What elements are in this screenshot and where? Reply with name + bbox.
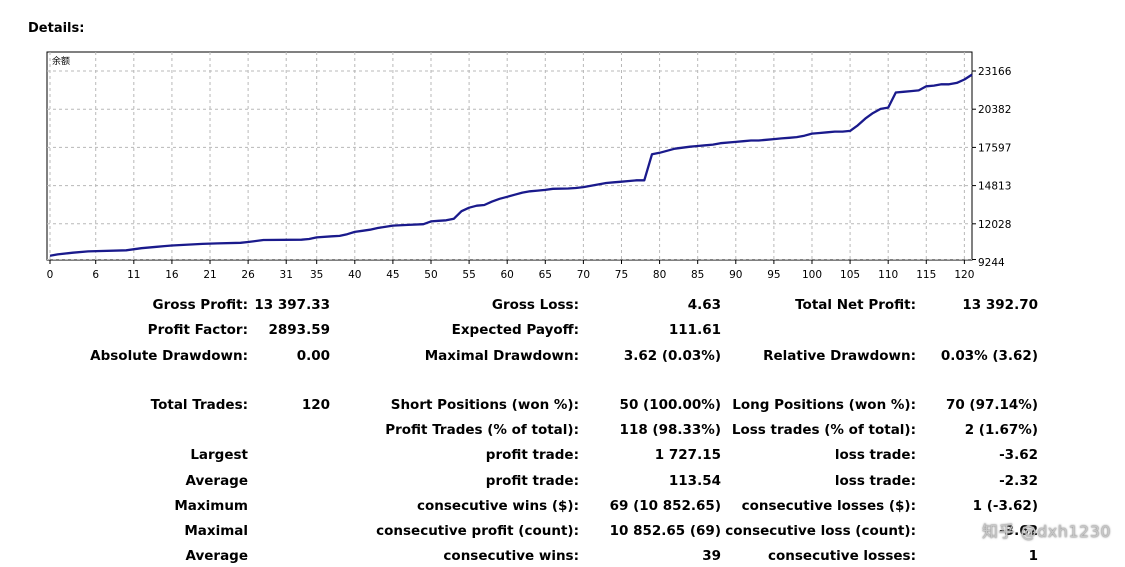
largest-label: Largest: [190, 447, 248, 463]
y-tick-label: 9244: [978, 257, 1005, 269]
x-tick-label: 85: [691, 269, 704, 281]
maximal-drawdown-label: Maximal Drawdown:: [424, 348, 579, 364]
max-consecutive-wins-value: 69 (10 852.65): [609, 498, 721, 514]
relative-drawdown-label: Relative Drawdown:: [763, 348, 916, 364]
average-loss-label: loss trade:: [834, 473, 916, 489]
gross-loss-value: 4.63: [687, 297, 721, 313]
largest-loss-label: loss trade:: [834, 447, 916, 463]
x-tick-label: 95: [767, 269, 780, 281]
y-tick-label: 14813: [978, 181, 1011, 193]
avg-consecutive-wins-label: consecutive wins:: [443, 548, 579, 564]
avg-consecutive-wins-value: 39: [702, 548, 721, 564]
x-tick-label: 60: [501, 269, 514, 281]
maximal-drawdown-value: 3.62 (0.03%): [623, 348, 721, 364]
x-axis-labels: 0 6 11 16 21 26 31 35 40 45 50 55 60 65 70 75 80 85 90 95 10…: [47, 269, 975, 281]
x-tick-label: 90: [729, 269, 742, 281]
max-consecutive-losses-label: consecutive losses ($):: [741, 498, 916, 514]
total-trades-value: 120: [301, 397, 330, 413]
expected-payoff-label: Expected Payoff:: [451, 322, 579, 338]
expected-payoff-value: 111.61: [668, 322, 721, 338]
x-tick-label: 21: [203, 269, 216, 281]
x-tick-label: 0: [47, 269, 54, 281]
series-name-label: 余额: [52, 55, 70, 67]
average-loss-value: -2.32: [999, 473, 1038, 489]
balance-series-line: [49, 73, 973, 257]
maximal-consecutive-profit-label: consecutive profit (count):: [376, 523, 579, 539]
x-tick-label: 45: [386, 269, 399, 281]
total-trades-label: Total Trades:: [150, 397, 248, 413]
average-consecutive-label: Average: [185, 548, 248, 564]
average-profit-value: 113.54: [668, 473, 721, 489]
profit-factor-label: Profit Factor:: [147, 322, 248, 338]
chart-grid: [47, 52, 972, 260]
x-tick-label: 55: [462, 269, 475, 281]
chart-ticks: [49, 70, 976, 264]
x-tick-label: 65: [539, 269, 552, 281]
maximal-consecutive-profit-value: 10 852.65 (69): [609, 523, 721, 539]
profit-factor-value: 2893.59: [268, 322, 331, 338]
gross-profit-value: 13 397.33: [254, 297, 330, 313]
profit-trades-label: Profit Trades (% of total):: [385, 422, 579, 438]
x-tick-label: 100: [802, 269, 822, 281]
average-profit-label: profit trade:: [485, 473, 579, 489]
x-tick-label: 35: [310, 269, 323, 281]
balance-chart: 0 6 11 16 21 26 31 35 40 45 50 55 60 65 70 75 80 85 90 95 10…: [46, 51, 1012, 281]
x-tick-label: 105: [840, 269, 860, 281]
x-tick-label: 40: [348, 269, 361, 281]
maximum-label: Maximum: [174, 498, 248, 514]
max-consecutive-wins-label: consecutive wins ($):: [416, 498, 579, 514]
details-heading: Details:: [28, 21, 85, 36]
largest-profit-label: profit trade:: [485, 447, 579, 463]
chart-plot-area: [46, 51, 973, 261]
gross-loss-label: Gross Loss:: [491, 297, 579, 313]
y-axis-labels: 9244 12028 14813 17597 20382 23166: [978, 66, 1012, 269]
x-tick-label: 70: [577, 269, 590, 281]
x-tick-label: 16: [165, 269, 179, 281]
x-tick-label: 31: [280, 269, 293, 281]
x-tick-label: 115: [916, 269, 936, 281]
loss-trades-value: 2 (1.67%): [964, 422, 1038, 438]
maximal-label: Maximal: [184, 523, 248, 539]
absolute-drawdown-value: 0.00: [296, 348, 330, 364]
x-tick-label: 26: [241, 269, 255, 281]
x-tick-label: 50: [424, 269, 437, 281]
x-tick-label: 110: [878, 269, 898, 281]
y-tick-label: 12028: [978, 219, 1011, 231]
maximal-consecutive-loss-label: consecutive loss (count):: [725, 523, 916, 539]
x-tick-label: 120: [954, 269, 974, 281]
long-positions-value: 70 (97.14%): [945, 397, 1038, 413]
average-label: Average: [185, 473, 248, 489]
relative-drawdown-value: 0.03% (3.62): [940, 348, 1038, 364]
y-tick-label: 20382: [978, 104, 1011, 116]
avg-consecutive-losses-value: 1: [1028, 548, 1038, 564]
gross-profit-label: Gross Profit:: [152, 297, 248, 313]
x-tick-label: 6: [92, 269, 99, 281]
loss-trades-label: Loss trades (% of total):: [731, 422, 916, 438]
max-consecutive-losses-value: 1 (-3.62): [972, 498, 1038, 514]
x-tick-label: 11: [127, 269, 140, 281]
largest-loss-value: -3.62: [999, 447, 1038, 463]
profit-trades-value: 118 (98.33%): [619, 422, 721, 438]
watermark-text: 知乎 @dxh1230: [982, 522, 1112, 541]
x-tick-label: 75: [615, 269, 628, 281]
x-tick-label: 80: [653, 269, 666, 281]
total-net-profit-value: 13 392.70: [962, 297, 1038, 313]
y-tick-label: 17597: [978, 142, 1011, 154]
y-tick-label: 23166: [978, 66, 1012, 78]
maximal-consecutive-loss-value: -3.62: [999, 523, 1038, 539]
long-positions-label: Long Positions (won %):: [732, 397, 916, 413]
largest-profit-value: 1 727.15: [654, 447, 721, 463]
absolute-drawdown-label: Absolute Drawdown:: [90, 348, 248, 364]
avg-consecutive-losses-label: consecutive losses:: [768, 548, 916, 564]
total-net-profit-label: Total Net Profit:: [795, 297, 916, 313]
short-positions-value: 50 (100.00%): [619, 397, 721, 413]
short-positions-label: Short Positions (won %):: [390, 397, 579, 413]
